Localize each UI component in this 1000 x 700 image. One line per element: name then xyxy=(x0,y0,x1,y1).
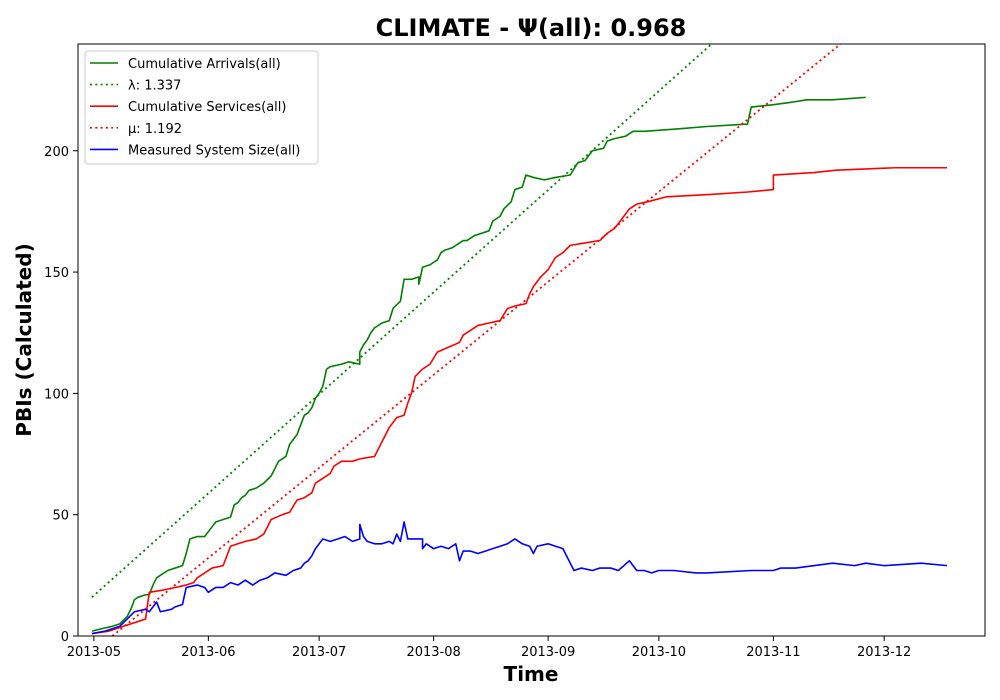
y-tick-label: 0 xyxy=(61,630,69,645)
x-axis-title: Time xyxy=(504,662,559,686)
x-tick-label: 2013-10 xyxy=(632,645,686,660)
y-tick-label: 100 xyxy=(44,387,69,402)
y-tick-label: 150 xyxy=(44,266,69,281)
legend-label: Cumulative Arrivals(all) xyxy=(128,57,281,72)
series-line-1-337 xyxy=(91,44,713,598)
series-line-measured-system-size-all xyxy=(91,521,948,635)
x-tick-label: 2013-12 xyxy=(857,645,911,660)
chart-title: CLIMATE - Ψ(all): 0.968 xyxy=(376,14,687,42)
x-axis: 2013-05 2013-06 2013-07 2013-08 2013-09 2013-… xyxy=(67,636,911,660)
x-tick-label: 2013-08 xyxy=(406,645,460,660)
y-axis-title: PBIs (Calculated) xyxy=(12,243,36,436)
y-tick-label: 200 xyxy=(44,145,69,160)
legend-box xyxy=(84,50,319,165)
x-tick-label: 2013-07 xyxy=(292,645,346,660)
x-tick-label: 2013-06 xyxy=(181,645,235,660)
legend-label: μ: 1.192 xyxy=(128,122,182,137)
series-line-1-192 xyxy=(111,44,842,636)
plot-area xyxy=(77,43,986,637)
y-tick-label: 50 xyxy=(52,509,69,524)
legend-label: Cumulative Services(all) xyxy=(128,100,286,115)
series-layer xyxy=(91,44,948,636)
legend-label: λ: 1.337 xyxy=(128,79,181,94)
plot-frame xyxy=(77,43,986,637)
x-tick-label: 2013-09 xyxy=(521,645,575,660)
x-tick-label: 2013-11 xyxy=(746,645,800,660)
legend: Cumulative Arrivals(all) λ: 1.337 Cumulati… xyxy=(84,50,319,165)
y-axis: 0 50 100 150 200 xyxy=(44,145,78,645)
legend-label: Measured System Size(all) xyxy=(128,143,300,158)
x-tick-label: 2013-05 xyxy=(67,645,121,660)
